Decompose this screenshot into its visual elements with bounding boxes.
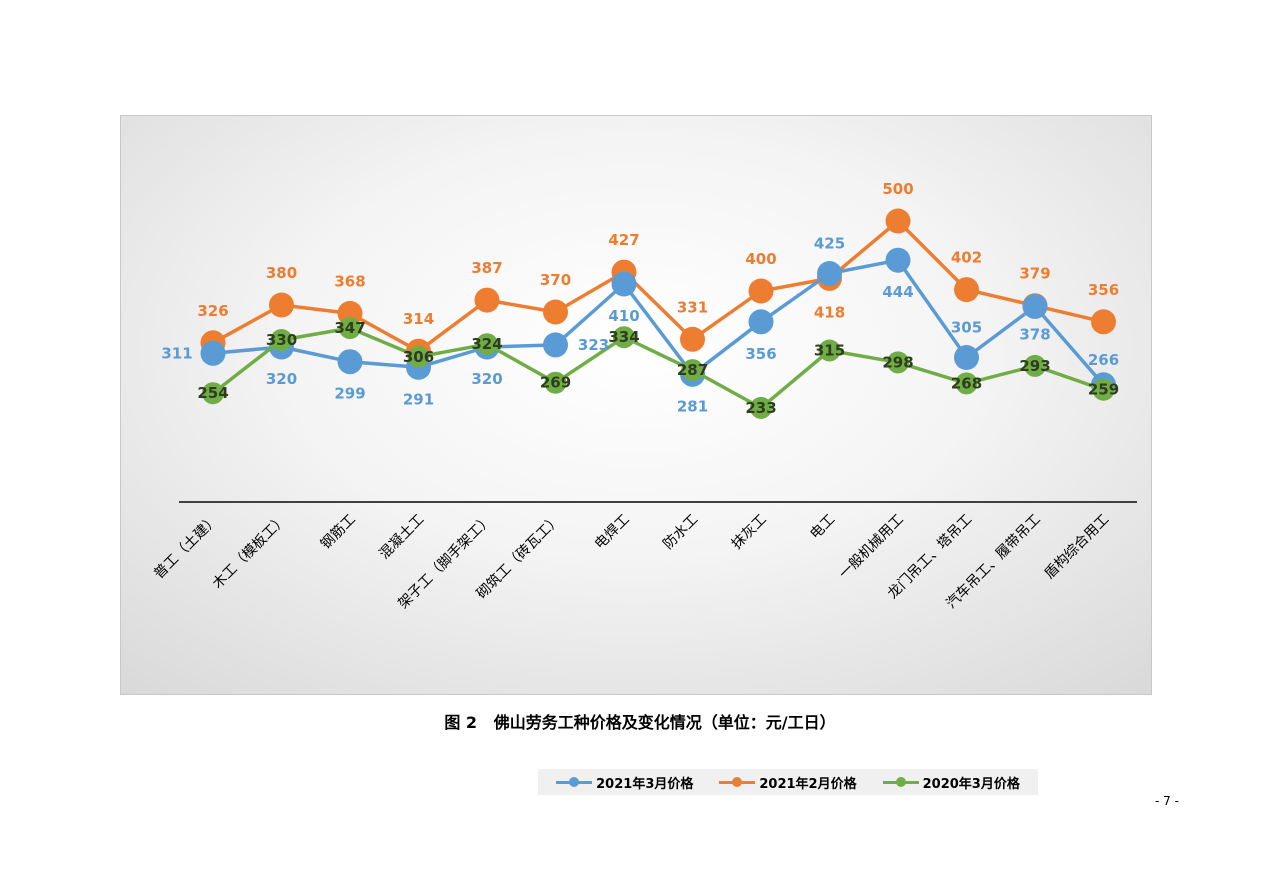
data-point — [543, 332, 568, 358]
data-label: 305 — [951, 319, 982, 337]
data-point — [885, 247, 911, 273]
data-label: 269 — [540, 374, 571, 392]
series-line-1 — [212, 219, 1104, 353]
data-label: 427 — [608, 231, 639, 249]
series-line-2 — [211, 326, 1105, 410]
data-label: 370 — [540, 271, 571, 289]
data-label: 293 — [1019, 357, 1050, 375]
x-tick-label: 防水工 — [660, 512, 701, 553]
data-point — [474, 287, 500, 313]
data-label: 326 — [197, 302, 228, 320]
data-label: 266 — [1088, 351, 1119, 369]
data-label: 311 — [161, 344, 192, 362]
data-point — [818, 339, 841, 362]
data-label: 306 — [403, 348, 434, 366]
data-label: 400 — [745, 250, 776, 268]
data-point — [200, 340, 226, 366]
data-point — [750, 396, 772, 419]
line-chart: 311 320 299 291 320 323 410 281 356 425 444 305 378 2… — [151, 180, 1137, 612]
data-label: 331 — [677, 298, 708, 316]
x-tick-label: 木工（模板工） — [210, 512, 291, 593]
data-label: 379 — [1019, 265, 1050, 283]
data-label: 291 — [403, 390, 434, 408]
data-point — [887, 351, 909, 374]
data-label: 320 — [266, 370, 297, 388]
legend: 2021年3月价格 2021年2月价格 2020年3月价格 — [538, 769, 1038, 795]
data-point — [885, 208, 911, 234]
x-tick-label: 盾构综合用工 — [1042, 512, 1113, 583]
data-point — [1091, 309, 1116, 335]
data-point — [680, 326, 705, 352]
page-number: - 7 - — [1155, 794, 1179, 808]
legend-marker-icon — [719, 777, 756, 787]
data-point — [748, 278, 774, 304]
data-label: 378 — [1019, 325, 1050, 343]
data-label: 268 — [951, 374, 982, 392]
data-point — [476, 333, 498, 356]
data-point — [681, 359, 704, 382]
chart-area: 311 320 299 291 320 323 410 281 356 425 444 305 378 2… — [120, 115, 1152, 795]
data-point — [543, 299, 568, 325]
data-point — [954, 277, 979, 303]
data-label: 410 — [608, 307, 639, 325]
legend-marker-icon — [556, 777, 593, 787]
legend-item-series-0: 2021年3月价格 — [556, 773, 693, 792]
x-tick-label: 钢筋工 — [317, 511, 359, 553]
data-label: 402 — [951, 249, 982, 267]
data-label: 259 — [1088, 381, 1119, 399]
data-point — [544, 371, 567, 394]
data-label: 320 — [471, 370, 502, 388]
data-point — [1092, 378, 1115, 401]
data-label: 233 — [745, 399, 776, 417]
data-label: 356 — [745, 345, 776, 363]
data-label: 356 — [1088, 281, 1119, 299]
data-label: 298 — [882, 353, 913, 371]
legend-label: 2021年3月价格 — [596, 776, 694, 792]
data-label: 315 — [814, 342, 845, 360]
data-point — [954, 345, 979, 370]
x-tick-label: 电工 — [807, 512, 838, 543]
data-label: 287 — [677, 361, 708, 379]
data-point — [339, 317, 361, 340]
data-label: 444 — [882, 283, 913, 301]
x-tick-label: 抹灰工 — [729, 512, 770, 553]
data-label: 380 — [266, 264, 297, 282]
data-point — [337, 349, 363, 375]
data-point — [955, 372, 978, 395]
x-tick-label: 电焊工 — [592, 512, 633, 553]
data-label: 418 — [814, 303, 845, 321]
data-label: 334 — [608, 328, 639, 346]
data-label: 347 — [334, 319, 365, 337]
legend-marker-icon — [882, 777, 919, 787]
x-tick-label: 混凝土工 — [376, 512, 427, 563]
data-label: 281 — [677, 397, 708, 415]
x-tick-label: 普工（土建） — [151, 512, 222, 583]
data-point — [611, 271, 637, 297]
data-label: 387 — [471, 259, 502, 277]
data-point — [613, 326, 635, 349]
legend-item-series-2: 2020年3月价格 — [882, 773, 1020, 792]
data-label: 500 — [882, 180, 913, 198]
data-point — [269, 292, 294, 318]
data-label: 314 — [403, 310, 434, 328]
data-label: 425 — [814, 235, 845, 253]
data-point — [748, 309, 774, 335]
data-point — [270, 329, 293, 351]
data-label: 323 — [578, 336, 609, 354]
data-point — [202, 382, 224, 405]
data-point — [1022, 293, 1048, 319]
data-label: 368 — [334, 272, 365, 290]
data-point — [817, 261, 842, 286]
legend-item-series-1: 2021年2月价格 — [719, 773, 857, 792]
data-point — [407, 345, 430, 368]
legend-label: 2020年3月价格 — [922, 776, 1020, 792]
data-point — [1024, 354, 1046, 377]
data-label: 324 — [471, 335, 502, 353]
figure-caption: 图 2 佛山劳务工种价格及变化情况（单位：元/工日） — [444, 713, 836, 732]
x-tick-label: 一般机械用工 — [836, 512, 907, 583]
data-label: 330 — [266, 331, 297, 349]
data-label: 299 — [334, 385, 365, 403]
legend-label: 2021年2月价格 — [759, 776, 857, 792]
data-label: 254 — [197, 384, 228, 402]
